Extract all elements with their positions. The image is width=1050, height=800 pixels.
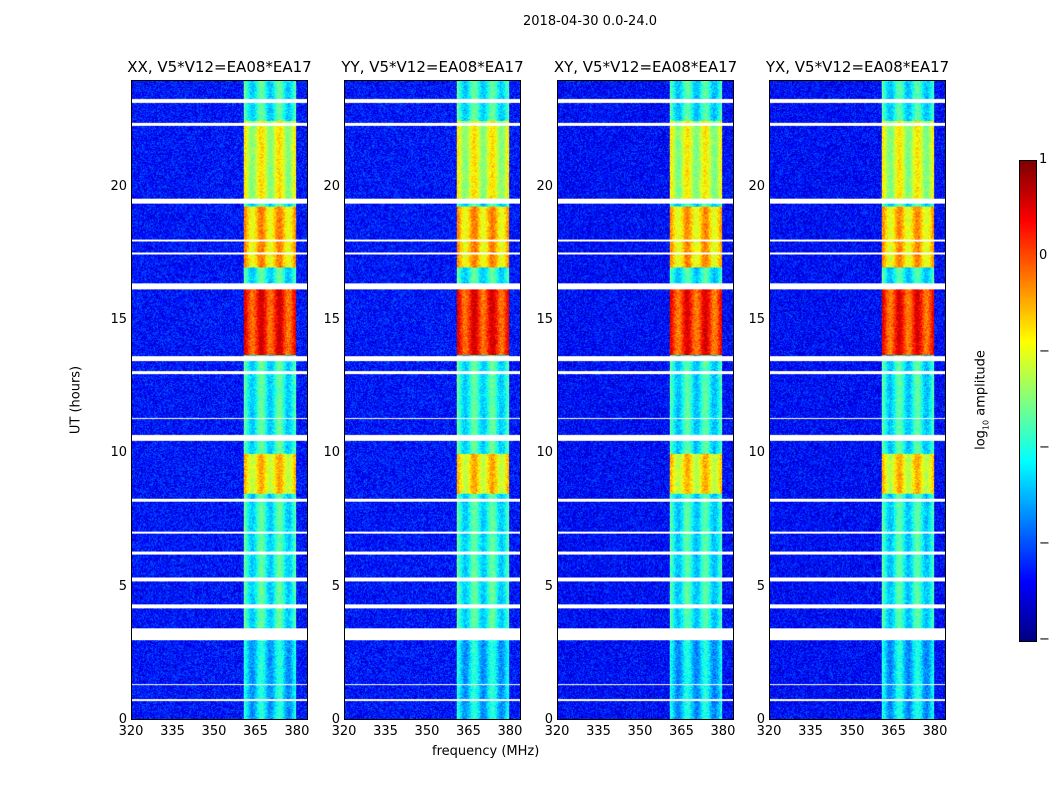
y-axis-label: UT (hours) bbox=[68, 365, 84, 435]
colorbar-tick-label: −2 bbox=[1039, 440, 1050, 455]
colorbar-tick-label: 0 bbox=[1039, 248, 1048, 263]
x-tick-label: 335 bbox=[373, 724, 398, 739]
x-tick-label: 380 bbox=[284, 724, 310, 739]
y-tick-label: 15 bbox=[536, 312, 553, 327]
colorbar-tick-label: −3 bbox=[1039, 536, 1050, 551]
y-tick-label: 5 bbox=[544, 578, 553, 594]
colorbar-tick-label: 1 bbox=[1039, 152, 1048, 167]
heatmap-panel-yy bbox=[344, 80, 521, 720]
panel-title: YX, V5*V12=EA08*EA17 bbox=[765, 58, 950, 76]
x-tick-label: 350 bbox=[839, 724, 865, 739]
y-tick-label: 15 bbox=[110, 312, 127, 327]
y-tick-label: 15 bbox=[748, 312, 765, 327]
heatmap-panel-xx bbox=[131, 80, 308, 720]
y-tick-label: 20 bbox=[536, 178, 553, 194]
y-tick-label: 0 bbox=[756, 712, 765, 727]
x-tick-label: 350 bbox=[414, 724, 440, 739]
x-tick-label: 380 bbox=[497, 724, 523, 739]
heatmap-panel-yx bbox=[769, 80, 946, 720]
y-tick-label: 20 bbox=[748, 178, 765, 194]
y-tick-label: 5 bbox=[331, 578, 340, 594]
y-tick-label: 10 bbox=[748, 445, 765, 461]
x-tick-label: 365 bbox=[881, 724, 906, 739]
x-tick-label: 380 bbox=[710, 724, 736, 739]
x-axis-label: frequency (MHz) bbox=[432, 744, 540, 759]
y-tick-label: 10 bbox=[323, 445, 340, 461]
x-tick-label: 365 bbox=[243, 724, 268, 739]
panel-title: XX, V5*V12=EA08*EA17 bbox=[127, 58, 312, 76]
colorbar-tick-label: −1 bbox=[1039, 344, 1050, 359]
x-tick-label: 365 bbox=[456, 724, 481, 739]
panel-title: XY, V5*V12=EA08*EA17 bbox=[553, 58, 738, 76]
y-tick-label: 0 bbox=[544, 712, 553, 727]
x-tick-label: 320 bbox=[331, 724, 357, 739]
y-tick-label: 10 bbox=[110, 445, 127, 461]
x-tick-label: 335 bbox=[160, 724, 185, 739]
colorbar bbox=[1019, 160, 1037, 642]
x-tick-label: 320 bbox=[118, 724, 144, 739]
y-tick-label: 20 bbox=[110, 178, 127, 194]
x-tick-label: 380 bbox=[922, 724, 948, 739]
heatmap-panel-xy bbox=[557, 80, 734, 720]
x-tick-label: 365 bbox=[669, 724, 694, 739]
x-tick-label: 350 bbox=[627, 724, 653, 739]
x-tick-label: 350 bbox=[201, 724, 227, 739]
y-tick-label: 5 bbox=[118, 578, 127, 594]
y-tick-label: 10 bbox=[536, 445, 553, 461]
y-tick-label: 0 bbox=[331, 712, 340, 727]
x-tick-label: 320 bbox=[544, 724, 570, 739]
colorbar-tick-label: −4 bbox=[1039, 632, 1050, 647]
y-tick-label: 15 bbox=[323, 312, 340, 327]
y-tick-label: 5 bbox=[756, 578, 765, 594]
colorbar-label: log10 amplitude bbox=[973, 350, 991, 450]
x-tick-label: 335 bbox=[798, 724, 823, 739]
figure-title: 2018-04-30 0.0-24.0 bbox=[523, 14, 657, 29]
panel-title: YY, V5*V12=EA08*EA17 bbox=[341, 58, 524, 76]
x-tick-label: 320 bbox=[756, 724, 782, 739]
y-tick-label: 0 bbox=[118, 712, 127, 727]
x-tick-label: 335 bbox=[586, 724, 611, 739]
y-tick-label: 20 bbox=[323, 178, 340, 194]
